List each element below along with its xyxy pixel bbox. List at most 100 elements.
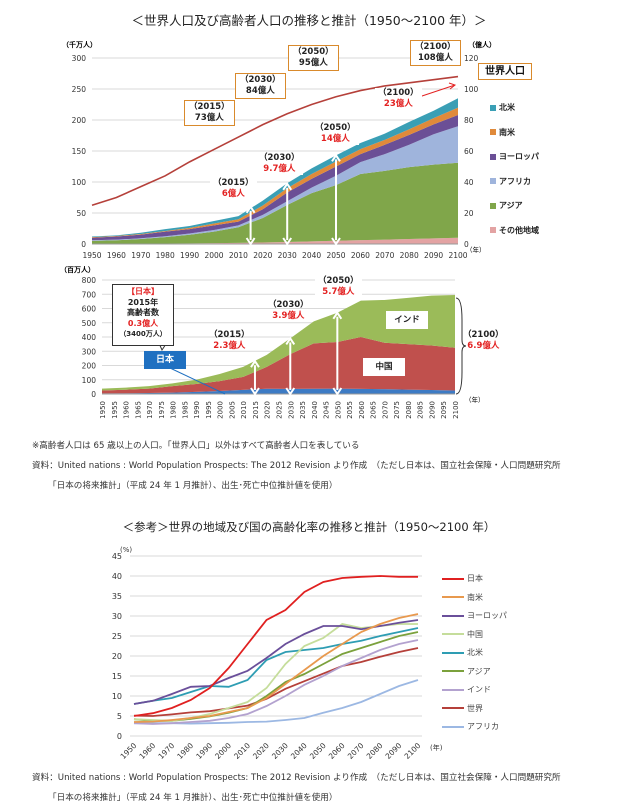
legend-item: インド: [442, 684, 491, 695]
legend-swatch: [490, 178, 496, 184]
legend-label: アジア: [467, 666, 491, 676]
x-tick-label: 2050: [308, 741, 328, 761]
elderly-arrow-asia-1-head: [285, 336, 296, 396]
x-tick-label: 2060: [358, 401, 366, 419]
x-tick-label: 2020: [264, 401, 272, 419]
y-tick-label: 150: [72, 147, 87, 156]
elderly-arrow-2-head: [331, 153, 341, 246]
elderly-2030: （2030） 9.7億人: [256, 153, 303, 175]
x-tick-label: 1970: [131, 251, 150, 260]
x-tick-label: 2065: [370, 401, 378, 419]
y-tick-label: 50: [76, 209, 86, 218]
series-line-インド: [133, 639, 419, 725]
y-tick-label: 300: [72, 54, 87, 63]
legend-line: [442, 670, 464, 672]
y-tick-label: 15: [112, 672, 122, 681]
x-tick-label: 2000: [204, 251, 223, 260]
legend-swatch: [490, 227, 496, 233]
legend-label: アジア: [499, 201, 523, 210]
x-tick-label: 2020: [251, 741, 271, 761]
legend-item: 北米: [442, 647, 483, 658]
x-tick-label: 2100: [403, 741, 423, 761]
legend-item: 北米: [490, 102, 515, 113]
elderly-china-india-chart: （百万人） 0 100 200 300 400 500 600 700 800 1950 1955 19…: [60, 265, 485, 419]
legend-line: [442, 614, 464, 617]
y-tick-label: 500: [82, 319, 97, 328]
x-tick-label: 2055: [346, 401, 354, 419]
source-note-2: 資料：United nations : World Population Pro…: [32, 773, 561, 783]
x-tick-label: 2075: [393, 401, 401, 419]
x-tick-label: 2000: [217, 401, 225, 419]
legend-line: [442, 633, 464, 635]
x-tick-label: 1960: [107, 251, 126, 260]
legend-item: ヨーロッパ: [490, 151, 539, 162]
elderly-2015-asia: （2015） 2.3億人: [209, 330, 250, 351]
y-axis-label: （千万人）: [62, 40, 97, 49]
x-tick-label: 2040: [289, 741, 309, 761]
x-tick-label: 1975: [158, 401, 166, 419]
legend-item: アジア: [442, 666, 491, 677]
x-unit-label: （年）: [465, 395, 485, 404]
legend-item: 南米: [442, 592, 483, 603]
x-tick-label: 2080: [400, 251, 419, 260]
x-tick-label: 1985: [181, 401, 189, 419]
series-line-北米: [133, 627, 419, 705]
legend-item: 南米: [490, 127, 515, 138]
series-line-日本: [133, 575, 418, 717]
elderly-arrow-asia-0-head: [250, 359, 260, 396]
x-tick-label: 2025: [276, 401, 284, 419]
x-tick-label: 2030: [287, 401, 295, 419]
x-tick-label: 2060: [327, 741, 347, 761]
y-tick-label: 25: [112, 632, 122, 641]
elderly-2015: （2015） 6億人: [210, 178, 257, 200]
elderly-arrow-asia-2-head: [332, 310, 343, 396]
y-tick-label: 250: [72, 85, 87, 94]
x-tick-label: 1970: [156, 741, 176, 761]
x-tick-label: 1950: [99, 401, 107, 419]
legend-swatch: [490, 104, 496, 111]
x-tick-label: 2070: [381, 401, 389, 419]
x-tick-label: 2085: [417, 401, 425, 419]
chart2-area-1: [102, 337, 455, 394]
chart2-area-0: [102, 388, 455, 394]
legend-label: インド: [467, 685, 491, 694]
x-tick-label: 1990: [194, 741, 214, 761]
source-note-1b: 「日本の将来推計」（平成 24 年 1 月推計）、出生･死亡中位推計値を使用）: [48, 481, 338, 491]
y-tick-label: 400: [82, 333, 97, 342]
legend-label: ヨーロッパ: [499, 152, 539, 161]
y-tick-label: 800: [82, 276, 97, 285]
series-line-南米: [133, 613, 419, 723]
world-population-label: 世界人口: [478, 63, 532, 80]
legend-swatch: [490, 153, 496, 160]
y-tick-label: 200: [82, 362, 97, 371]
legend-line: [442, 651, 464, 654]
y-axis-label: (%): [120, 546, 132, 554]
chart1-area-0: [92, 237, 458, 244]
y-tick-label: 45: [112, 552, 122, 561]
japan-label: 日本: [144, 351, 186, 369]
india-label: インド: [386, 311, 428, 329]
legend-line: [442, 707, 464, 709]
y-tick-label: 30: [112, 612, 122, 621]
source-note-2b: 「日本の将来推計」（平成 24 年 1 月推計）、出生･死亡中位推計値を使用）: [48, 793, 338, 803]
source-note-1: 資料：United nations : World Population Pro…: [32, 461, 561, 471]
callout-2050: （2050） 95億人: [288, 45, 339, 71]
china-label: 中国: [363, 358, 405, 376]
elderly-arrow-0-head: [245, 204, 256, 246]
legend-label: 南米: [467, 592, 483, 602]
x-tick-label: 1950: [119, 741, 139, 761]
x-unit-label: （年）: [466, 245, 486, 254]
legend-item: アジア: [490, 200, 523, 211]
x-tick-label: 1990: [193, 401, 201, 419]
elderly-arrow-1-head: [282, 182, 293, 246]
elderly-2050: （2050） 14億人: [312, 123, 359, 145]
legend-item: ヨーロッパ: [442, 610, 507, 621]
legend-label: その他地域: [499, 225, 539, 235]
x-tick-label: 2035: [299, 401, 307, 419]
x-tick-label: 2080: [405, 401, 413, 419]
chart1-area-1: [92, 162, 458, 244]
legend-item: 世界: [442, 703, 483, 714]
legend-item: 日本: [442, 573, 483, 584]
y2-tick-label: 20: [464, 209, 474, 218]
